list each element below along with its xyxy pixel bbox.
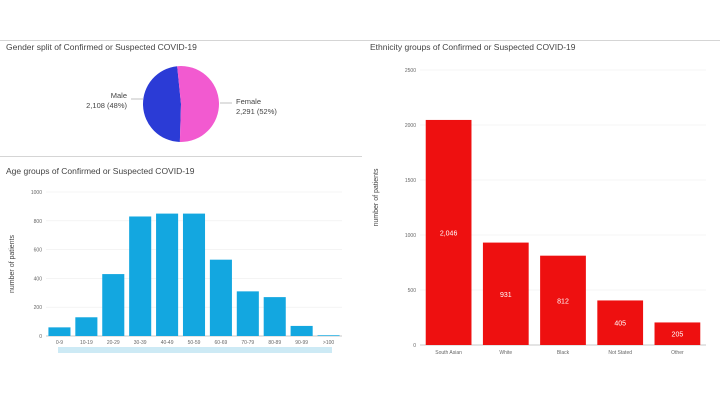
age-xtick-label: 60-69	[215, 340, 228, 346]
age-bar-60-69	[209, 259, 232, 336]
eth-bar-value-label: 931	[500, 292, 512, 299]
age-bar->100	[317, 335, 340, 336]
age-bar-80-89	[263, 297, 286, 336]
age-bar-40-49	[156, 213, 179, 336]
age-bar-10-19	[75, 317, 98, 336]
age-bar-90-99	[290, 325, 313, 336]
eth-bar-value-label: 812	[557, 298, 569, 305]
age-bar-chart: 0 200 400 600 800 1000 number of patients 0-9 10…	[9, 190, 342, 353]
age-ytick-label: 400	[34, 276, 43, 282]
eth-bar-other	[654, 322, 701, 345]
eth-bar-south-asian	[425, 119, 472, 345]
eth-xtick-label: Not Stated	[608, 350, 632, 356]
age-ytick-label: 200	[34, 305, 43, 311]
age-ytick-label: 1000	[31, 190, 42, 196]
age-bar-30-39	[129, 216, 152, 336]
age-ytick-label: 600	[34, 248, 43, 254]
eth-ytick-label: 0	[413, 343, 416, 349]
female-value: 2,291 (52%)	[236, 107, 277, 116]
eth-ytick-label: 500	[408, 288, 417, 294]
age-xtick-label: 50-59	[188, 340, 201, 346]
age-xtick-label: >100	[323, 340, 334, 346]
pie-slice-female	[177, 66, 220, 142]
eth-bar-black	[540, 255, 586, 345]
eth-ytick-label: 1500	[405, 178, 416, 184]
age-bar-70-79	[236, 291, 259, 336]
female-label: Female	[236, 97, 261, 106]
age-xtick-label: 20-29	[107, 340, 120, 346]
age-xtick-label: 10-19	[80, 340, 93, 346]
age-xtick-label: 0-9	[56, 340, 63, 346]
eth-ytick-label: 1000	[405, 233, 416, 239]
eth-ytick-label: 2500	[405, 68, 416, 74]
age-bar-20-29	[102, 274, 125, 336]
age-scrollbar	[58, 347, 332, 353]
eth-ytick-label: 2000	[405, 123, 416, 129]
eth-xtick-label: White	[499, 350, 512, 356]
pie-slice-male	[143, 66, 181, 142]
age-xtick-label: 90-99	[295, 340, 308, 346]
top-divider	[0, 40, 720, 41]
eth-xtick-label: South Asian	[435, 350, 462, 356]
male-label: Male	[111, 91, 127, 100]
eth-bar-not-stated	[597, 300, 644, 345]
eth-xtick-label: Other	[671, 350, 684, 356]
ethnicity-bar-chart: 0 500 1000 1500 2000 2500 number of patients 2,…	[373, 68, 706, 356]
male-value: 2,108 (48%)	[86, 101, 127, 110]
age-xtick-label: 80-89	[268, 340, 281, 346]
gender-panel-divider	[0, 156, 362, 157]
age-y-axis-label: number of patients	[9, 235, 16, 293]
age-xtick-label: 40-49	[161, 340, 174, 346]
age-chart-title: Age groups of Confirmed or Suspected COV…	[6, 166, 195, 176]
age-ytick-label: 0	[39, 334, 42, 340]
age-xtick-label: 70-79	[241, 340, 254, 346]
ethnicity-chart-title: Ethnicity groups of Confirmed or Suspect…	[370, 42, 576, 52]
age-bar-0-9	[48, 327, 71, 336]
age-ytick-label: 800	[34, 219, 43, 225]
eth-bar-value-label: 405	[614, 321, 626, 328]
eth-xtick-label: Black	[557, 350, 570, 356]
gender-chart-title: Gender split of Confirmed or Suspected C…	[6, 42, 197, 52]
age-xtick-label: 30-39	[134, 340, 147, 346]
eth-bar-value-label: 2,046	[440, 230, 458, 237]
eth-bar-value-label: 205	[672, 332, 684, 339]
age-bar-50-59	[182, 213, 206, 336]
eth-bar-white	[482, 242, 529, 345]
eth-y-axis-label: number of patients	[373, 168, 380, 226]
